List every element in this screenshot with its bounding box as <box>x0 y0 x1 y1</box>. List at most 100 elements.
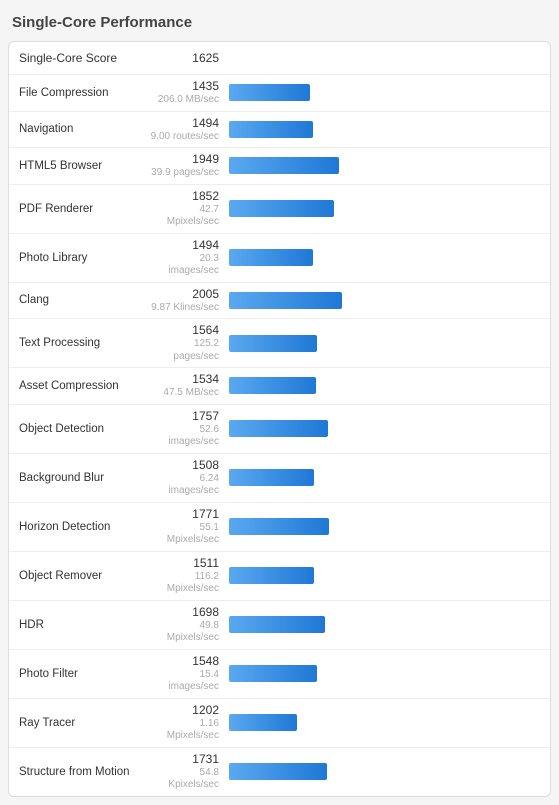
benchmark-bar-track <box>229 763 540 780</box>
benchmark-score: 2005 <box>149 287 219 302</box>
benchmark-score-wrap: 153447.5 MB/sec <box>149 372 229 400</box>
panel-title: Single-Core Performance <box>8 8 551 41</box>
benchmark-score-wrap: 173154.8 Kpixels/sec <box>149 752 229 792</box>
benchmark-bar-track <box>229 249 540 266</box>
benchmark-name: Ray Tracer <box>19 717 149 729</box>
benchmark-row: Object Detection175752.6 images/sec <box>9 405 550 454</box>
benchmark-bar <box>229 84 310 101</box>
benchmark-subtext: 1.16 Mpixels/sec <box>149 718 219 743</box>
benchmark-bar <box>229 292 342 309</box>
benchmark-score: 1534 <box>149 372 219 387</box>
benchmark-name: Asset Compression <box>19 380 149 392</box>
score-header-value-wrap: 1625 <box>149 51 229 66</box>
benchmark-name: Object Remover <box>19 570 149 582</box>
benchmark-card: Single-Core Score 1625 File Compression1… <box>8 41 551 797</box>
benchmark-score-wrap: 194939.9 pages/sec <box>149 152 229 180</box>
benchmark-score: 1548 <box>149 654 219 669</box>
benchmark-row: Text Processing1564125.2 pages/sec <box>9 319 550 368</box>
benchmark-score-wrap: 175752.6 images/sec <box>149 409 229 449</box>
benchmark-score-wrap: 149420.3 images/sec <box>149 238 229 278</box>
benchmark-row: Clang20059.87 Klines/sec <box>9 283 550 320</box>
benchmark-subtext: 116.2 Mpixels/sec <box>149 571 219 596</box>
benchmark-row: HTML5 Browser194939.9 pages/sec <box>9 148 550 185</box>
benchmark-bar <box>229 200 334 217</box>
benchmark-name: Text Processing <box>19 337 149 349</box>
benchmark-name: Navigation <box>19 123 149 135</box>
benchmark-bar-track <box>229 121 540 138</box>
score-header-bar-spacer <box>229 50 540 67</box>
benchmark-score-wrap: 169849.8 Mpixels/sec <box>149 605 229 645</box>
benchmark-name: Horizon Detection <box>19 521 149 533</box>
benchmark-bar-track <box>229 335 540 352</box>
benchmark-row: Horizon Detection177155.1 Mpixels/sec <box>9 503 550 552</box>
benchmark-bar-track <box>229 420 540 437</box>
benchmark-bar-track <box>229 84 540 101</box>
benchmark-name: PDF Renderer <box>19 203 149 215</box>
score-header-label: Single-Core Score <box>19 51 149 65</box>
benchmark-name: HTML5 Browser <box>19 160 149 172</box>
benchmark-bar <box>229 714 297 731</box>
benchmark-subtext: 55.1 Mpixels/sec <box>149 522 219 547</box>
benchmark-score-wrap: 1511116.2 Mpixels/sec <box>149 556 229 596</box>
benchmark-row: Asset Compression153447.5 MB/sec <box>9 368 550 405</box>
benchmark-score-wrap: 185242.7 Mpixels/sec <box>149 189 229 229</box>
benchmark-score-wrap: 1564125.2 pages/sec <box>149 323 229 363</box>
benchmark-subtext: 49.8 Mpixels/sec <box>149 620 219 645</box>
benchmark-row: File Compression1435206.0 MB/sec <box>9 75 550 112</box>
benchmark-score: 1949 <box>149 152 219 167</box>
benchmark-score: 1511 <box>149 556 219 571</box>
benchmark-subtext: 125.2 pages/sec <box>149 338 219 363</box>
benchmark-score-wrap: 20059.87 Klines/sec <box>149 287 229 315</box>
benchmark-bar-track <box>229 469 540 486</box>
benchmark-subtext: 54.8 Kpixels/sec <box>149 767 219 792</box>
score-header-row: Single-Core Score 1625 <box>9 42 550 75</box>
benchmark-bar <box>229 335 317 352</box>
benchmark-score-wrap: 177155.1 Mpixels/sec <box>149 507 229 547</box>
benchmark-row: PDF Renderer185242.7 Mpixels/sec <box>9 185 550 234</box>
benchmark-name: Photo Filter <box>19 668 149 680</box>
benchmark-score: 1852 <box>149 189 219 204</box>
benchmark-bar-track <box>229 567 540 584</box>
benchmark-subtext: 52.6 images/sec <box>149 424 219 449</box>
benchmark-name: Clang <box>19 294 149 306</box>
benchmark-subtext: 47.5 MB/sec <box>149 387 219 400</box>
benchmark-subtext: 20.3 images/sec <box>149 253 219 278</box>
benchmark-score: 1757 <box>149 409 219 424</box>
benchmark-bar-track <box>229 292 540 309</box>
benchmark-score: 1202 <box>149 703 219 718</box>
benchmark-name: File Compression <box>19 87 149 99</box>
benchmark-bar-track <box>229 200 540 217</box>
benchmark-subtext: 6.24 images/sec <box>149 473 219 498</box>
benchmark-subtext: 9.87 Klines/sec <box>149 302 219 315</box>
benchmark-bar-track <box>229 518 540 535</box>
benchmark-row: HDR169849.8 Mpixels/sec <box>9 601 550 650</box>
benchmark-bar <box>229 121 313 138</box>
benchmark-rows: File Compression1435206.0 MB/sec Navigati… <box>9 75 550 796</box>
benchmark-row: Photo Filter154815.4 images/sec <box>9 650 550 699</box>
benchmark-score-wrap: 12021.16 Mpixels/sec <box>149 703 229 743</box>
benchmark-bar <box>229 616 325 633</box>
benchmark-row: Ray Tracer12021.16 Mpixels/sec <box>9 699 550 748</box>
benchmark-score: 1435 <box>149 79 219 94</box>
benchmark-score: 1564 <box>149 323 219 338</box>
benchmark-score-wrap: 1435206.0 MB/sec <box>149 79 229 107</box>
benchmark-subtext: 9.00 routes/sec <box>149 131 219 144</box>
benchmark-bar <box>229 249 313 266</box>
benchmark-row: Structure from Motion173154.8 Kpixels/se… <box>9 748 550 796</box>
benchmark-name: Photo Library <box>19 252 149 264</box>
benchmark-bar <box>229 518 329 535</box>
benchmark-bar <box>229 420 328 437</box>
benchmark-subtext: 15.4 images/sec <box>149 669 219 694</box>
benchmark-bar-track <box>229 616 540 633</box>
benchmark-score: 1494 <box>149 116 219 131</box>
benchmark-bar-track <box>229 157 540 174</box>
benchmark-subtext: 42.7 Mpixels/sec <box>149 204 219 229</box>
benchmark-bar <box>229 567 314 584</box>
benchmark-row: Photo Library149420.3 images/sec <box>9 234 550 283</box>
benchmark-score-wrap: 154815.4 images/sec <box>149 654 229 694</box>
benchmark-bar <box>229 665 317 682</box>
benchmark-row: Background Blur15086.24 images/sec <box>9 454 550 503</box>
benchmark-bar-track <box>229 665 540 682</box>
benchmark-bar <box>229 469 314 486</box>
benchmark-name: Background Blur <box>19 472 149 484</box>
